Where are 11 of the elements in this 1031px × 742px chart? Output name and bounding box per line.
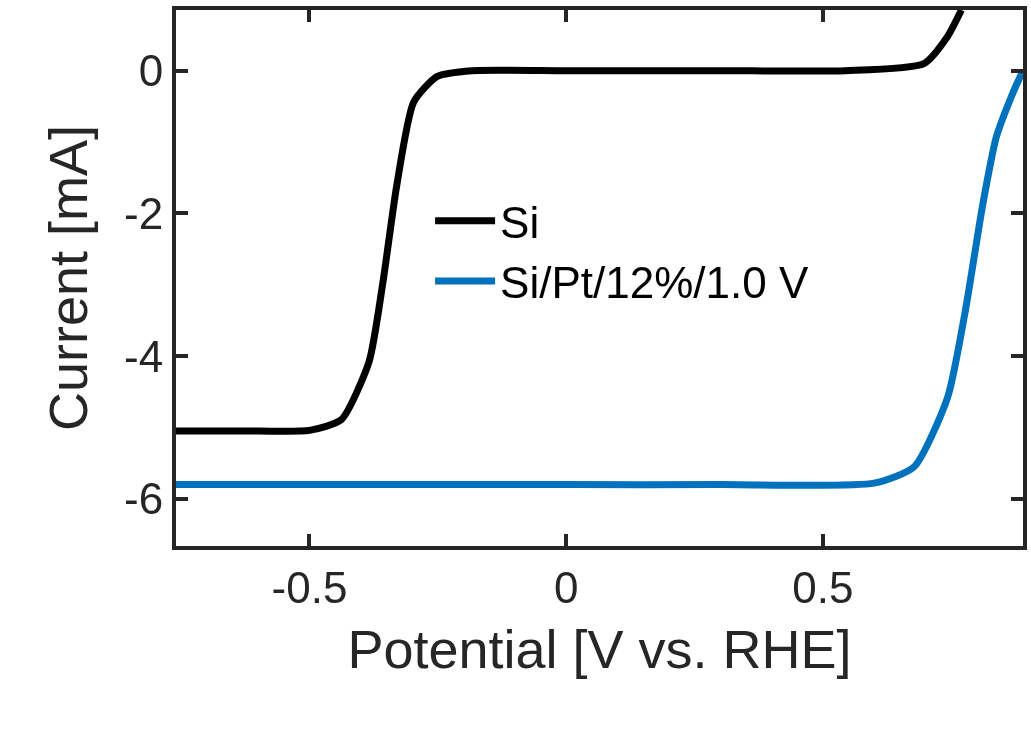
legend-label: Si/Pt/12%/1.0 V xyxy=(500,258,809,308)
y-tick-label: -2 xyxy=(124,188,164,238)
x-tick-label: -0.5 xyxy=(271,562,348,612)
x-tick-label: 0.5 xyxy=(792,562,854,612)
y-tick-label: -6 xyxy=(124,474,164,524)
x-tick-label: 0 xyxy=(553,562,579,612)
y-tick-label: 0 xyxy=(138,46,164,96)
legend-label: Si xyxy=(500,197,540,247)
x-axis-title: Potential [V vs. RHE] xyxy=(347,618,852,679)
y-tick-label: -4 xyxy=(124,331,164,381)
y-axis-title: Current [mA] xyxy=(38,124,99,432)
